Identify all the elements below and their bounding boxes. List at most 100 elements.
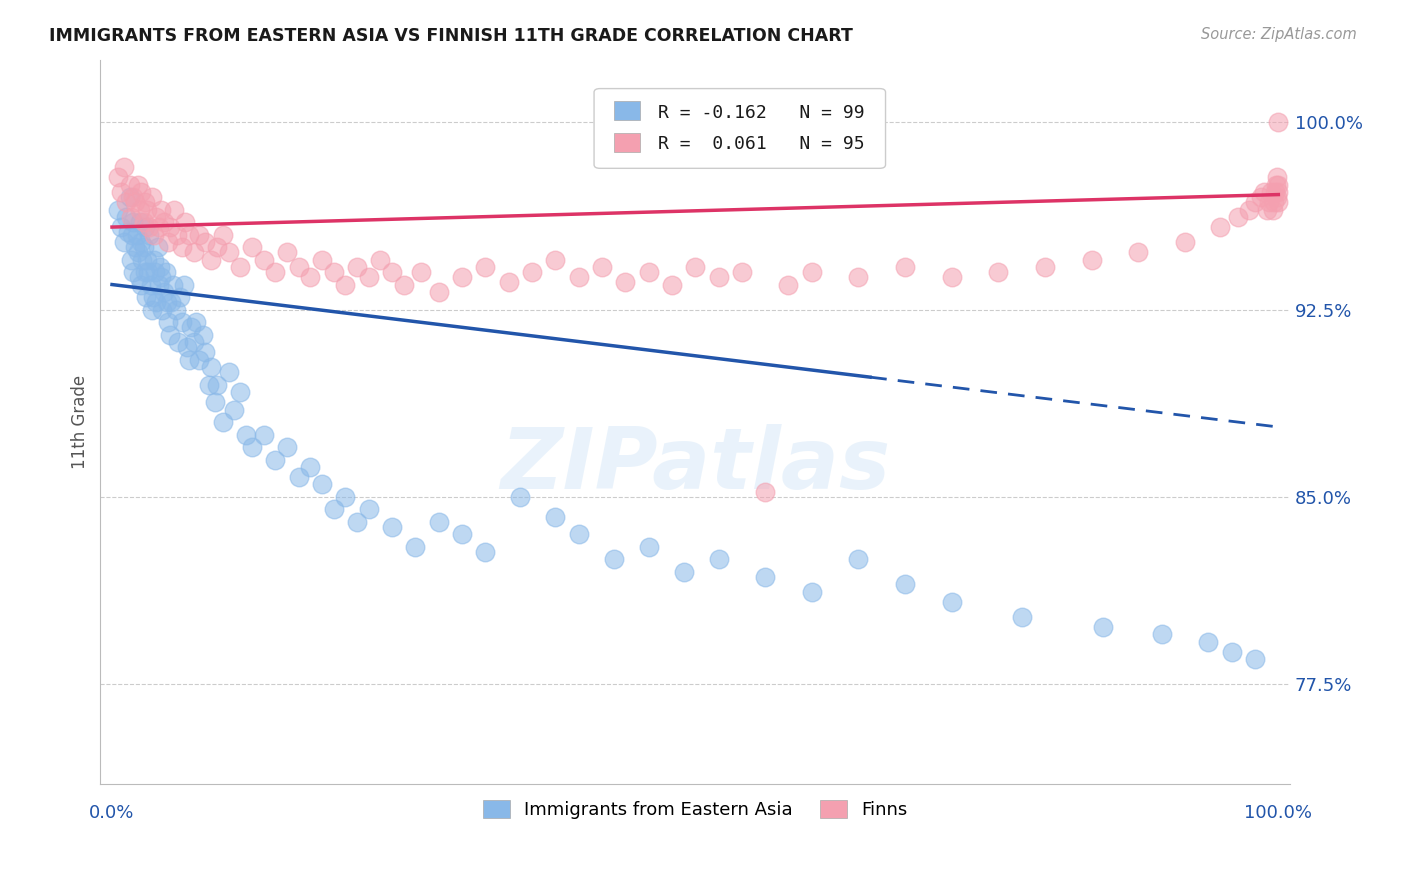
Point [1226, 210, 1249, 224]
Text: IMMIGRANTS FROM EASTERN ASIA VS FINNISH 11TH GRADE CORRELATION CHART: IMMIGRANTS FROM EASTERN ASIA VS FINNISH … [49, 27, 853, 45]
Point [176, 340, 198, 354]
Point [357, 502, 380, 516]
Point [392, 277, 415, 292]
Point [322, 265, 344, 279]
Point [672, 565, 695, 579]
Text: ZIPatlas: ZIPatlas [501, 424, 890, 507]
Point [1253, 185, 1275, 199]
Point [614, 275, 637, 289]
Point [150, 270, 173, 285]
Point [707, 270, 730, 285]
Point [1080, 252, 1102, 267]
Point [153, 215, 176, 229]
Point [218, 245, 240, 260]
Point [132, 215, 155, 229]
Point [404, 540, 426, 554]
Point [218, 365, 240, 379]
Point [357, 270, 380, 285]
Point [118, 190, 141, 204]
Point [131, 252, 153, 267]
Point [159, 327, 181, 342]
Point [1237, 202, 1260, 217]
Point [118, 178, 141, 192]
Point [145, 295, 167, 310]
Point [170, 240, 193, 254]
Point [287, 260, 309, 274]
Point [1267, 185, 1289, 199]
Point [987, 265, 1010, 279]
Point [129, 235, 152, 249]
Point [183, 334, 205, 349]
Point [188, 352, 211, 367]
Point [800, 585, 823, 599]
Point [253, 252, 276, 267]
Point [136, 252, 159, 267]
Point [264, 452, 287, 467]
Point [322, 502, 344, 516]
Point [474, 260, 496, 274]
Point [173, 277, 195, 292]
Point [165, 302, 187, 317]
Point [427, 285, 450, 299]
Point [145, 210, 167, 224]
Point [132, 240, 155, 254]
Point [253, 427, 276, 442]
Point [153, 285, 176, 299]
Point [170, 315, 193, 329]
Point [451, 527, 474, 541]
Point [122, 265, 145, 279]
Point [159, 220, 181, 235]
Point [107, 202, 129, 217]
Point [731, 265, 754, 279]
Point [381, 520, 404, 534]
Text: Source: ZipAtlas.com: Source: ZipAtlas.com [1201, 27, 1357, 42]
Point [115, 195, 138, 210]
Point [509, 490, 531, 504]
Point [941, 595, 963, 609]
Point [894, 577, 917, 591]
Point [544, 510, 567, 524]
Point [264, 265, 287, 279]
Point [136, 202, 159, 217]
Point [184, 315, 207, 329]
Point [1033, 260, 1056, 274]
Point [311, 252, 333, 267]
Text: R = -0.162   N = 99: R = -0.162 N = 99 [658, 103, 865, 121]
Point [1250, 190, 1272, 204]
Bar [614, 101, 641, 120]
Point [1267, 178, 1289, 192]
Point [1128, 245, 1150, 260]
Point [150, 302, 173, 317]
Point [1197, 635, 1219, 649]
Point [194, 235, 217, 249]
Point [143, 252, 166, 267]
Point [754, 570, 776, 584]
Point [155, 265, 177, 279]
Point [160, 295, 183, 310]
Point [180, 320, 202, 334]
Point [188, 227, 211, 242]
Point [117, 225, 139, 239]
Point [148, 220, 170, 235]
Point [1011, 610, 1033, 624]
Point [346, 260, 368, 274]
Point [112, 160, 135, 174]
Point [156, 315, 179, 329]
Point [1264, 185, 1286, 199]
Point [177, 352, 200, 367]
Point [143, 227, 166, 242]
Point [498, 275, 520, 289]
Point [129, 185, 152, 199]
Point [200, 252, 222, 267]
Point [125, 227, 148, 242]
Y-axis label: 11th Grade: 11th Grade [72, 375, 89, 469]
Point [138, 220, 160, 235]
Point [637, 265, 659, 279]
Point [1209, 220, 1232, 235]
Point [135, 290, 157, 304]
Point [110, 220, 132, 235]
Point [229, 384, 252, 399]
Point [183, 245, 205, 260]
Point [156, 295, 179, 310]
Point [1261, 202, 1284, 217]
